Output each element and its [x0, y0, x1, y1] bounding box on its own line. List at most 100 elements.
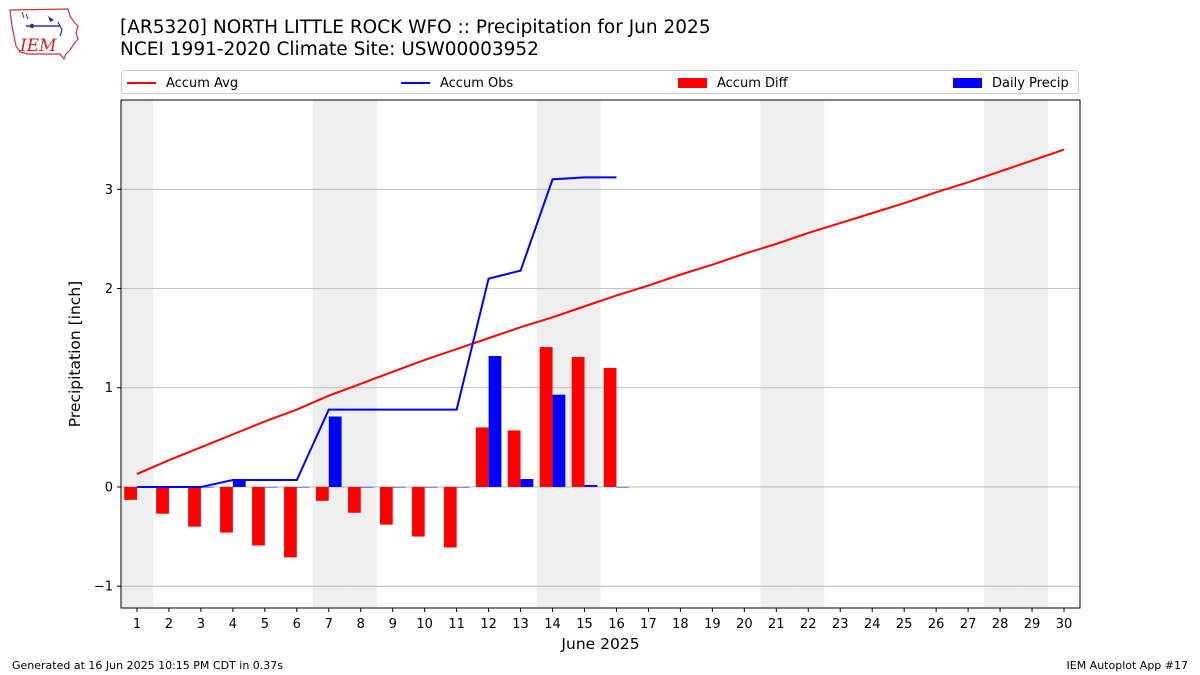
weekend-band: [344, 100, 377, 608]
x-tick-label: 15: [576, 617, 593, 632]
accum-diff-bar: [379, 486, 393, 525]
x-tick-label: 9: [389, 617, 397, 632]
x-axis-label: June 2025: [560, 635, 639, 653]
legend-item-daily-precip: Daily Precip: [953, 74, 1069, 92]
daily-precip-bar: [264, 486, 278, 488]
weekend-band: [568, 100, 601, 608]
accum-diff-bar: [284, 486, 297, 558]
x-tick-label: 11: [448, 617, 465, 632]
daily-precip-bar: [136, 486, 150, 488]
legend-swatch: [678, 78, 707, 88]
legend: Accum Avg Accum Obs Accum Diff Daily Pre…: [121, 70, 1079, 94]
daily-precip-bar: [296, 486, 310, 488]
x-tick-label: 13: [512, 617, 529, 632]
weekend-band: [984, 100, 1017, 608]
x-tick-label: 4: [229, 617, 237, 632]
accum-obs-line: [136, 176, 617, 488]
accum-diff-bar: [315, 486, 329, 501]
weekend-band: [121, 100, 153, 608]
x-tick-label: 7: [325, 617, 333, 632]
weekend-band: [312, 100, 345, 608]
x-tick-label: 1: [133, 617, 141, 632]
weekend-band: [792, 100, 825, 608]
daily-precip-bar: [232, 480, 246, 487]
x-tick-label: 25: [896, 617, 913, 632]
daily-precip-bar: [552, 394, 566, 487]
legend-item-accum-avg: Accum Avg: [127, 74, 238, 92]
x-tick-label: 27: [960, 617, 977, 632]
x-tick-label: 6: [293, 617, 301, 632]
y-tick-label: 3: [105, 183, 113, 198]
accum-diff-bar: [539, 347, 553, 487]
accum-diff-bar: [603, 367, 617, 487]
y-tick-label: 1: [105, 381, 113, 396]
chart-title: [AR5320] NORTH LITTLE ROCK WFO :: Precip…: [120, 17, 711, 38]
accum-avg-line: [136, 148, 1065, 475]
accum-diff-bar: [252, 486, 265, 546]
accum-diff-bar: [571, 356, 585, 487]
x-tick-label: 22: [800, 617, 817, 632]
x-tick-label: 17: [640, 617, 657, 632]
legend-swatch: [953, 78, 982, 88]
x-tick-label: 18: [672, 617, 689, 632]
legend-label: Daily Precip: [992, 75, 1069, 91]
legend-label: Accum Diff: [717, 75, 788, 91]
daily-precip-bar: [200, 486, 214, 488]
legend-item-accum-diff: Accum Diff: [678, 74, 788, 92]
x-tick-label: 23: [832, 617, 849, 632]
accum-diff-bar: [220, 486, 233, 533]
x-tick-label: 12: [480, 617, 497, 632]
x-tick-label: 29: [1024, 617, 1041, 632]
x-tick-label: 5: [261, 617, 269, 632]
x-tick-label: 20: [736, 617, 753, 632]
chart-subtitle: NCEI 1991-2020 Climate Site: USW00003952: [120, 39, 539, 60]
plot-frame: [120, 99, 1081, 609]
y-tick-label: 0: [105, 480, 113, 495]
accum-diff-bar: [443, 486, 457, 548]
logo-text: IEM: [19, 36, 57, 56]
daily-precip-bar: [168, 486, 182, 488]
legend-swatch: [127, 82, 156, 84]
accum-diff-bar: [411, 486, 425, 537]
x-tick-label: 2: [165, 617, 173, 632]
daily-precip-bar: [328, 416, 342, 487]
x-tick-label: 8: [357, 617, 365, 632]
accum-diff-bar: [124, 486, 137, 500]
daily-precip-bar: [584, 484, 598, 487]
accum-diff-bar: [156, 486, 169, 514]
accum-diff-bar: [475, 427, 489, 487]
legend-label: Accum Avg: [166, 75, 239, 91]
weekend-band: [1016, 100, 1049, 608]
iem-logo: IEM: [9, 8, 79, 60]
x-tick-label: 16: [608, 617, 625, 632]
legend-swatch: [401, 82, 430, 84]
y-tick-label: −1: [94, 580, 113, 595]
daily-precip-bar: [424, 486, 438, 488]
x-tick-label: 10: [416, 617, 433, 632]
daily-precip-bar: [360, 486, 374, 488]
x-tick-label: 19: [704, 617, 721, 632]
accum-diff-bar: [188, 486, 201, 527]
x-tick-label: 24: [864, 617, 881, 632]
weekend-band: [536, 100, 569, 608]
weekend-band: [760, 100, 793, 608]
x-tick-label: 28: [992, 617, 1009, 632]
x-tick-label: 14: [544, 617, 561, 632]
daily-precip-bar: [456, 486, 470, 488]
x-tick-label: 30: [1056, 617, 1073, 632]
x-tick-label: 26: [928, 617, 945, 632]
y-axis-label: Precipitation [inch]: [66, 281, 84, 427]
footer-generated: Generated at 16 Jun 2025 10:15 PM CDT in…: [12, 659, 284, 672]
daily-precip-bar: [488, 355, 502, 487]
daily-precip-bar: [616, 486, 630, 488]
legend-label: Accum Obs: [440, 75, 514, 91]
accum-diff-bar: [347, 486, 361, 513]
footer-app: IEM Autoplot App #17: [1066, 659, 1189, 672]
x-tick-label: 21: [768, 617, 785, 632]
daily-precip-bar: [392, 486, 406, 488]
legend-item-accum-obs: Accum Obs: [401, 74, 513, 92]
accum-diff-bar: [507, 430, 521, 487]
x-tick-label: 3: [197, 617, 205, 632]
y-tick-label: 2: [105, 282, 113, 297]
